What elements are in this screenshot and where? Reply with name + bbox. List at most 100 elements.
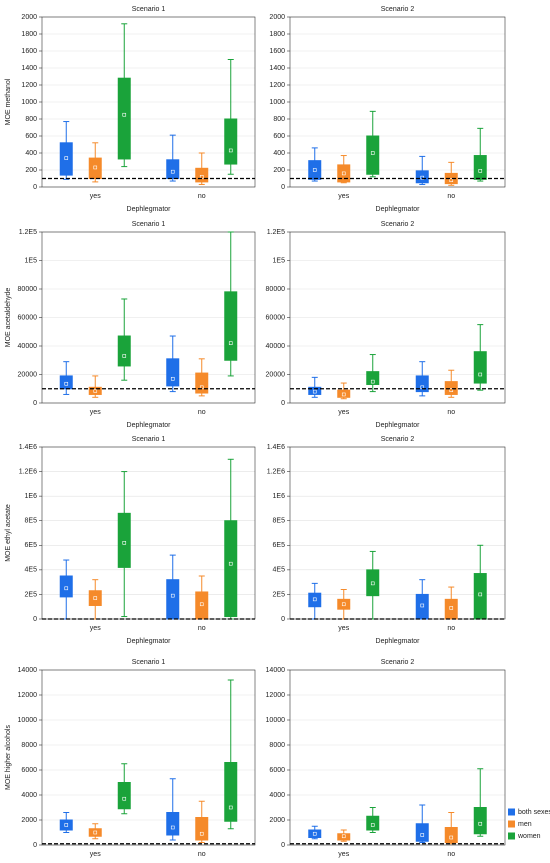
- median-marker: [370, 823, 375, 827]
- y-tick-label: 1E6: [273, 493, 286, 500]
- y-axis-label: MOE higher alcohols: [5, 725, 12, 790]
- median-marker: [370, 581, 375, 586]
- plot-frame: [289, 446, 506, 620]
- box: [415, 375, 429, 393]
- median-marker: [170, 825, 175, 830]
- y-tick-label: 4000: [21, 792, 37, 799]
- box: [444, 381, 458, 395]
- box: [308, 160, 322, 180]
- median-marker: [228, 561, 233, 566]
- x-axis-label: Dephlegmator: [127, 422, 172, 429]
- box: [224, 520, 238, 618]
- median-marker: [93, 165, 98, 170]
- x-tick-label: no: [447, 851, 455, 858]
- y-tick-label: 80000: [266, 286, 286, 293]
- y-tick-label: 8000: [21, 742, 37, 749]
- y-tick-label: 1.4E6: [19, 444, 37, 451]
- plot-frame: [41, 231, 256, 404]
- y-tick-label: 40000: [266, 343, 286, 350]
- y-tick-label: 2E5: [273, 591, 286, 598]
- median-marker: [228, 805, 233, 810]
- x-tick-label: no: [447, 193, 455, 200]
- median-marker: [449, 388, 454, 392]
- x-axis-label: Dephlegmator: [376, 638, 421, 645]
- x-tick-label: yes: [90, 409, 101, 416]
- y-tick-label: 40000: [18, 343, 38, 350]
- median-marker: [370, 151, 375, 155]
- y-tick-label: 200: [273, 167, 285, 174]
- y-tick-label: 2000: [269, 817, 285, 824]
- box: [337, 833, 351, 841]
- median-marker: [312, 831, 317, 836]
- x-tick-label: yes: [90, 625, 101, 632]
- box: [337, 389, 351, 398]
- y-tick-label: 12000: [18, 692, 38, 699]
- box: [473, 155, 487, 180]
- median-marker: [478, 372, 483, 377]
- median-marker: [312, 597, 317, 602]
- legend-label: both sexes: [518, 809, 550, 816]
- y-tick-label: 6000: [269, 767, 285, 774]
- median-marker: [478, 821, 483, 826]
- y-tick-label: 1600: [21, 48, 37, 55]
- x-tick-label: yes: [90, 851, 101, 858]
- median-marker: [170, 593, 175, 598]
- legend-label: women: [517, 833, 541, 840]
- box: [415, 823, 429, 842]
- y-tick-label: 2E5: [25, 591, 38, 598]
- legend-swatch: [508, 808, 515, 816]
- box: [117, 335, 131, 367]
- plot-frame: [41, 669, 256, 846]
- median-marker: [64, 823, 69, 827]
- median-marker: [93, 596, 98, 600]
- x-tick-label: yes: [338, 193, 349, 200]
- median-marker: [199, 602, 204, 607]
- y-tick-label: 1800: [21, 31, 37, 38]
- y-tick-label: 4E5: [25, 567, 38, 574]
- box: [166, 812, 180, 836]
- y-tick-label: 1.2E6: [19, 468, 37, 475]
- x-tick-label: yes: [338, 409, 349, 416]
- median-marker: [312, 168, 317, 172]
- plot-frame: [289, 669, 506, 846]
- y-tick-label: 20000: [18, 371, 38, 378]
- y-tick-label: 0: [33, 842, 37, 849]
- median-marker: [370, 379, 375, 384]
- y-tick-label: 1400: [21, 65, 37, 72]
- x-tick-label: no: [198, 851, 206, 858]
- x-tick-label: no: [198, 625, 206, 632]
- y-tick-label: 1.4E6: [267, 444, 285, 451]
- box: [224, 291, 238, 361]
- y-tick-label: 60000: [266, 314, 286, 321]
- box: [224, 762, 238, 822]
- y-tick-label: 4E5: [273, 567, 286, 574]
- y-tick-label: 0: [281, 400, 285, 407]
- y-tick-label: 8E5: [273, 518, 286, 525]
- y-tick-label: 200: [25, 167, 37, 174]
- panel-title: Scenario 2: [381, 436, 415, 443]
- median-marker: [341, 834, 346, 839]
- median-marker: [199, 831, 204, 836]
- y-tick-label: 2000: [269, 14, 285, 21]
- y-tick-label: 10000: [18, 717, 38, 724]
- x-tick-label: no: [447, 409, 455, 416]
- y-tick-label: 0: [33, 616, 37, 623]
- y-tick-label: 80000: [18, 286, 38, 293]
- y-tick-label: 6E5: [273, 542, 286, 549]
- y-tick-label: 8000: [269, 742, 285, 749]
- y-tick-label: 400: [273, 150, 285, 157]
- median-marker: [64, 381, 69, 386]
- y-tick-label: 6E5: [25, 542, 38, 549]
- box: [117, 77, 131, 160]
- y-tick-label: 600: [25, 133, 37, 140]
- legend-swatch: [508, 832, 515, 840]
- y-tick-label: 10000: [266, 717, 286, 724]
- box: [59, 819, 73, 831]
- y-tick-label: 1E5: [25, 257, 38, 264]
- y-tick-label: 400: [25, 150, 37, 157]
- box: [88, 590, 102, 606]
- box: [366, 135, 380, 175]
- median-marker: [449, 835, 454, 840]
- y-tick-label: 20000: [266, 371, 286, 378]
